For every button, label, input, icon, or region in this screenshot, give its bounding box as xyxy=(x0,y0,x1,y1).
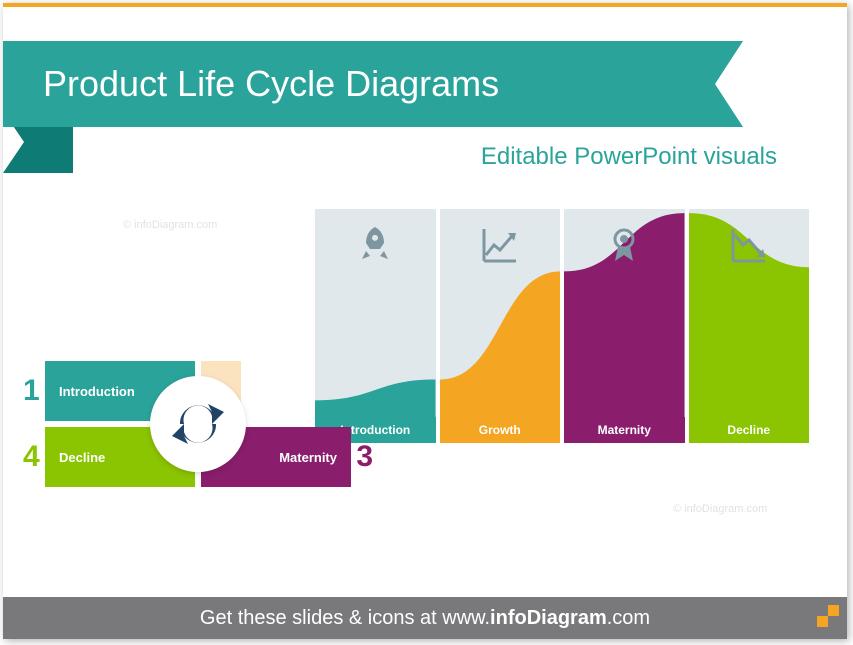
award-icon xyxy=(564,223,685,267)
chart-up-icon xyxy=(440,223,561,267)
lifecycle-curve-chart: IntroductionGrowthMaternityDecline xyxy=(315,209,809,443)
top-accent-bar xyxy=(3,3,847,7)
quadrant-label: Decline xyxy=(59,450,105,465)
quadrant-number: 1 xyxy=(23,374,40,408)
chart-column-label: Maternity xyxy=(564,417,685,443)
footer-text: Get these slides & icons at www.infoDiag… xyxy=(200,607,650,630)
watermark: © infoDiagram.com xyxy=(673,503,767,515)
quadrant-label: Maternity xyxy=(279,450,337,465)
rocket-icon xyxy=(315,223,436,267)
slide-frame: Product Life Cycle Diagrams Editable Pow… xyxy=(3,3,847,639)
chart-column-label: Decline xyxy=(689,417,810,443)
chart-column-label: Growth xyxy=(440,417,561,443)
title-ribbon: Product Life Cycle Diagrams xyxy=(3,41,743,127)
subtitle: Editable PowerPoint visuals xyxy=(481,143,777,171)
quadrant-label: Introduction xyxy=(59,384,135,399)
chart-down-icon xyxy=(689,223,810,267)
corner-icon xyxy=(817,605,839,627)
footer-bar: Get these slides & icons at www.infoDiag… xyxy=(3,597,847,639)
quadrant-number: 3 xyxy=(356,440,373,474)
quadrant-number: 4 xyxy=(23,440,40,474)
cycle-arrows-icon xyxy=(150,376,246,472)
title-text: Product Life Cycle Diagrams xyxy=(43,63,499,105)
watermark: © infoDiagram.com xyxy=(123,219,217,231)
